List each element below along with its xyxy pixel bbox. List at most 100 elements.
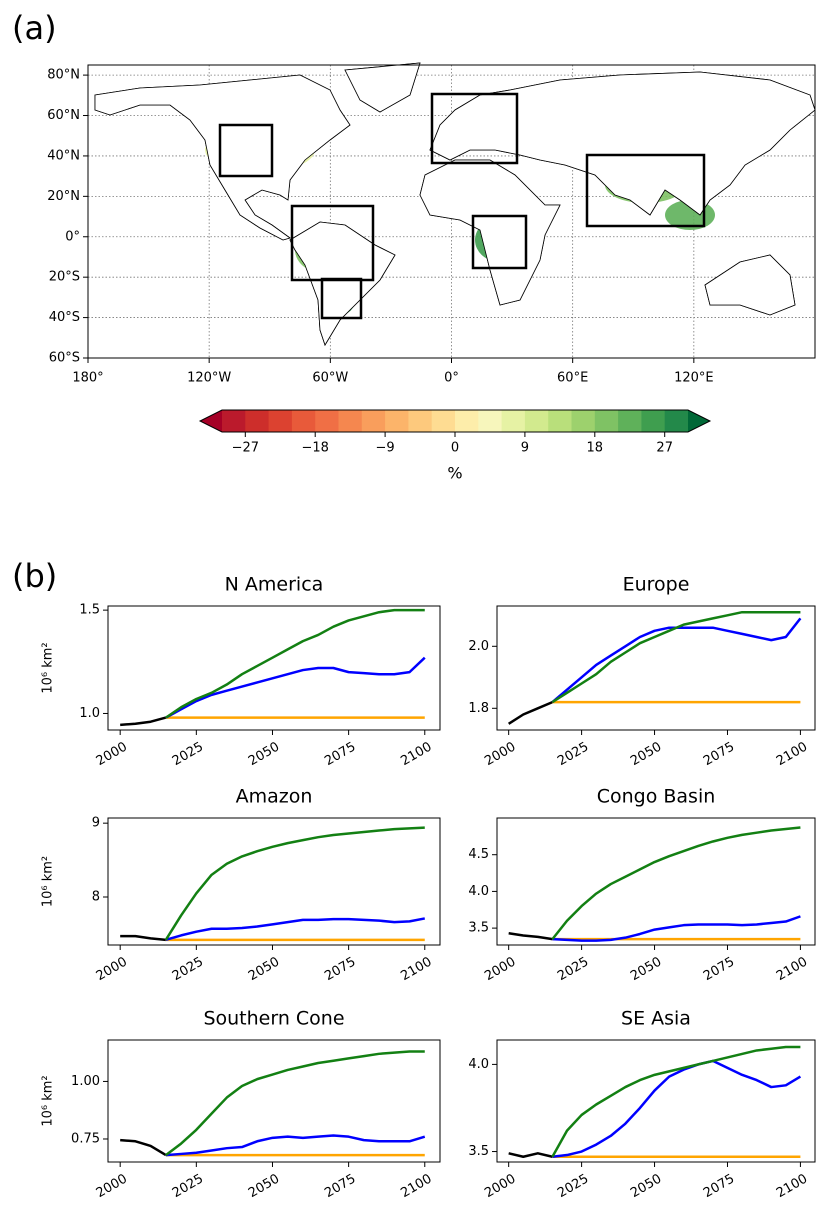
continent-outlines	[94, 62, 816, 346]
x-tick-label: 2100	[774, 955, 810, 985]
x-tick-label: 0°	[444, 371, 459, 386]
data-line	[164, 826, 425, 941]
color-extend	[688, 410, 710, 432]
data-line	[551, 617, 802, 704]
x-tick-label: 2025	[555, 1172, 591, 1202]
x-tick-label: 2050	[628, 955, 664, 985]
color-swatch	[291, 410, 316, 432]
x-tick-label: 2075	[322, 1172, 358, 1202]
region-box	[218, 123, 274, 178]
data-line	[165, 1050, 425, 1157]
data-line	[165, 1134, 426, 1157]
data-line	[508, 932, 553, 941]
region-box	[471, 214, 528, 270]
x-tick-label: 2050	[246, 955, 282, 985]
x-tick-label: 2025	[170, 955, 206, 985]
colorbar-outline	[198, 409, 712, 433]
color-swatch	[385, 410, 409, 432]
color-swatch	[245, 410, 270, 432]
panel-label: (b)	[12, 557, 57, 595]
color-swatch	[455, 410, 479, 432]
data-line	[507, 700, 553, 725]
data-line	[120, 716, 167, 727]
x-tick-label: 60°W	[312, 371, 348, 386]
x-tick-label: 120°E	[674, 371, 714, 386]
colorbar-tick-label: 18	[587, 441, 604, 456]
color-swatch	[338, 410, 363, 432]
region-box	[585, 153, 706, 228]
x-tick-label: 2100	[398, 740, 434, 770]
data-line	[120, 1138, 167, 1157]
axes-frame	[496, 1039, 816, 1163]
x-tick-label: 2075	[322, 955, 358, 985]
y-tick-label: 0°	[65, 229, 80, 244]
axes-frame	[107, 817, 441, 946]
region-box	[320, 277, 363, 320]
region-box	[430, 92, 519, 165]
data-line	[551, 1045, 801, 1158]
panel-title: N America	[225, 574, 324, 596]
x-tick-label: 2100	[398, 1172, 434, 1202]
colorbar-tick-label: 27	[656, 441, 673, 456]
y-tick-label: 40°N	[47, 148, 80, 163]
data-line	[552, 1059, 802, 1159]
colorbar-tick-label: −9	[376, 441, 395, 456]
y-axis-label: 10⁶ km²	[41, 642, 56, 693]
colorbar-tick-label: 9	[521, 441, 529, 456]
color-swatch	[431, 410, 456, 432]
axes-frame	[496, 605, 816, 731]
y-tick-label: 9	[92, 816, 100, 831]
y-axis-label: 10⁶ km²	[41, 856, 56, 907]
data-line	[551, 826, 801, 940]
colorbar-tick-label: 0	[451, 441, 459, 456]
x-tick-label: 2100	[774, 740, 810, 770]
y-tick-label: 3.5	[468, 921, 489, 936]
color-swatch	[408, 410, 433, 432]
panel-label: (a)	[12, 9, 57, 47]
panel-title: Congo Basin	[597, 786, 716, 808]
color-swatch	[501, 410, 526, 432]
x-tick-label: 2075	[701, 955, 737, 985]
x-tick-label: 2000	[94, 1172, 130, 1202]
y-tick-label: 4.0	[468, 884, 489, 899]
colorbar-tick-label: −18	[301, 441, 328, 456]
y-tick-label: 4.0	[468, 1057, 489, 1072]
color-swatch	[268, 410, 293, 432]
data-line	[508, 1152, 553, 1159]
axes-frame	[107, 1039, 441, 1163]
axes-frame	[107, 605, 441, 731]
y-tick-label: 1.8	[468, 701, 489, 716]
color-swatch	[641, 410, 666, 432]
axes-frame	[496, 817, 816, 946]
colorbar-label: %	[447, 464, 462, 483]
data-line	[552, 915, 801, 942]
map-frame	[87, 64, 816, 359]
y-tick-label: 0.75	[71, 1131, 100, 1146]
color-swatch	[524, 410, 549, 432]
x-tick-label: 2050	[628, 740, 664, 770]
color-extend	[200, 410, 222, 432]
color-swatch	[664, 410, 689, 432]
x-tick-label: 2000	[482, 740, 518, 770]
x-tick-label: 2025	[555, 740, 591, 770]
x-tick-label: 2025	[170, 1172, 206, 1202]
y-axis-label: 10⁶ km²	[41, 1075, 56, 1126]
x-tick-label: 2000	[482, 955, 518, 985]
color-swatch	[315, 410, 339, 432]
color-swatch	[571, 410, 596, 432]
panel-title: Europe	[623, 574, 690, 596]
y-tick-label: 3.5	[468, 1144, 489, 1159]
color-swatch	[478, 410, 503, 432]
x-tick-label: 2025	[555, 955, 591, 985]
x-tick-label: 2025	[170, 740, 206, 770]
y-tick-label: 60°S	[49, 351, 80, 366]
y-tick-label: 20°S	[49, 270, 80, 285]
data-line	[551, 610, 801, 704]
x-tick-label: 2050	[246, 1172, 282, 1202]
region-boxes	[218, 92, 706, 320]
x-tick-label: 2100	[398, 955, 434, 985]
color-swatch	[594, 410, 619, 432]
x-tick-label: 2075	[322, 740, 358, 770]
x-tick-label: 120°W	[187, 371, 231, 386]
